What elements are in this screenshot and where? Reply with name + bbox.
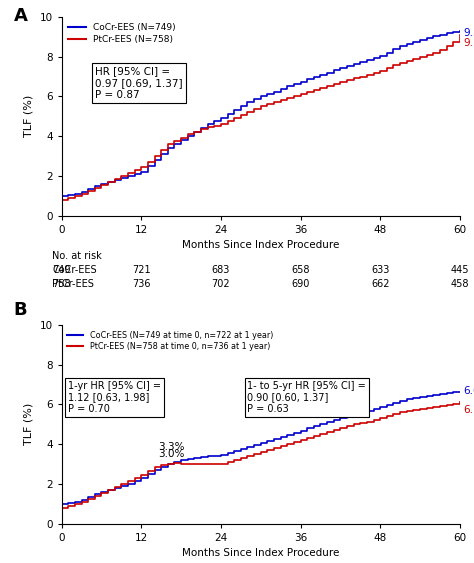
X-axis label: Months Since Index Procedure: Months Since Index Procedure	[182, 548, 339, 558]
Text: 690: 690	[292, 279, 310, 289]
Text: 633: 633	[371, 265, 389, 275]
Text: CoCr-EES: CoCr-EES	[52, 265, 97, 275]
Text: 6.1%: 6.1%	[463, 405, 474, 415]
X-axis label: Months Since Index Procedure: Months Since Index Procedure	[182, 240, 339, 250]
Text: 758: 758	[52, 279, 71, 289]
Text: 9.1%: 9.1%	[463, 38, 474, 48]
Text: 702: 702	[211, 279, 230, 289]
Text: No. at risk: No. at risk	[52, 251, 102, 261]
Text: 662: 662	[371, 279, 390, 289]
Y-axis label: TLF (%): TLF (%)	[24, 403, 34, 445]
Text: PtCr-EES: PtCr-EES	[52, 279, 94, 289]
Text: 458: 458	[450, 279, 469, 289]
Text: 683: 683	[212, 265, 230, 275]
Y-axis label: TLF (%): TLF (%)	[24, 95, 34, 137]
Text: 3.3%: 3.3%	[158, 442, 184, 452]
Text: HR [95% CI] =
0.97 [0.69, 1.37]
P = 0.87: HR [95% CI] = 0.97 [0.69, 1.37] P = 0.87	[95, 66, 182, 100]
Text: 3.0%: 3.0%	[158, 449, 184, 459]
Text: 749: 749	[52, 265, 71, 275]
Legend: CoCr-EES (N=749 at time 0, n=722 at 1 year), PtCr-EES (N=758 at time 0, n=736 at: CoCr-EES (N=749 at time 0, n=722 at 1 ye…	[64, 327, 276, 354]
Text: A: A	[14, 7, 27, 25]
Text: 658: 658	[291, 265, 310, 275]
Legend: CoCr-EES (N=749), PtCr-EES (N=758): CoCr-EES (N=749), PtCr-EES (N=758)	[64, 20, 180, 47]
Text: 721: 721	[132, 265, 151, 275]
Text: 445: 445	[450, 265, 469, 275]
Text: B: B	[14, 301, 27, 319]
Text: 9.3%: 9.3%	[463, 28, 474, 38]
Text: 1- to 5-yr HR [95% CI] =
0.90 [0.60, 1.37]
P = 0.63: 1- to 5-yr HR [95% CI] = 0.90 [0.60, 1.3…	[247, 381, 366, 414]
Text: 1-yr HR [95% CI] =
1.12 [0.63, 1.98]
P = 0.70: 1-yr HR [95% CI] = 1.12 [0.63, 1.98] P =…	[68, 381, 161, 414]
Text: 736: 736	[132, 279, 151, 289]
Text: 6.6%: 6.6%	[463, 386, 474, 396]
